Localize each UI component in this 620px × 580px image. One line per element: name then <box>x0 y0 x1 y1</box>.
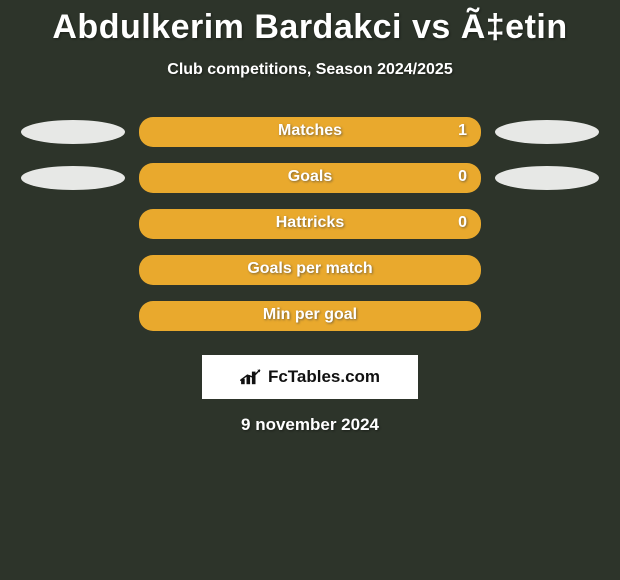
right-side <box>493 166 601 190</box>
stat-bar: Goals 0 <box>139 163 481 193</box>
stat-label: Matches <box>139 122 481 140</box>
logo-text: FcTables.com <box>268 367 380 387</box>
stat-row: Min per goal <box>0 293 620 339</box>
stat-bar: Matches 1 <box>139 117 481 147</box>
stat-label: Min per goal <box>139 306 481 324</box>
stat-row: Goals per match <box>0 247 620 293</box>
stat-row: Goals 0 <box>0 155 620 201</box>
stat-row: Matches 1 <box>0 109 620 155</box>
stat-bar: Goals per match <box>139 255 481 285</box>
player-ellipse-right <box>495 120 599 144</box>
player-ellipse-left <box>21 166 125 190</box>
left-side <box>19 166 127 190</box>
stat-label: Goals <box>139 168 481 186</box>
stat-value: 0 <box>458 168 467 186</box>
stat-value: 1 <box>458 122 467 140</box>
stat-label: Goals per match <box>139 260 481 278</box>
stat-value: 0 <box>458 214 467 232</box>
right-side <box>493 120 601 144</box>
stat-label: Hattricks <box>139 214 481 232</box>
barchart-icon <box>240 368 262 386</box>
date-text: 9 november 2024 <box>0 415 620 435</box>
logo-box: FcTables.com <box>202 355 418 399</box>
subtitle: Club competitions, Season 2024/2025 <box>0 61 620 79</box>
stat-bar: Min per goal <box>139 301 481 331</box>
player-ellipse-right <box>495 166 599 190</box>
player-ellipse-left <box>21 120 125 144</box>
stat-bar: Hattricks 0 <box>139 209 481 239</box>
stat-rows: Matches 1 Goals 0 Hattricks 0 Goals per … <box>0 109 620 339</box>
stat-row: Hattricks 0 <box>0 201 620 247</box>
page-title: Abdulkerim Bardakci vs Ã‡etin <box>0 0 620 47</box>
left-side <box>19 120 127 144</box>
